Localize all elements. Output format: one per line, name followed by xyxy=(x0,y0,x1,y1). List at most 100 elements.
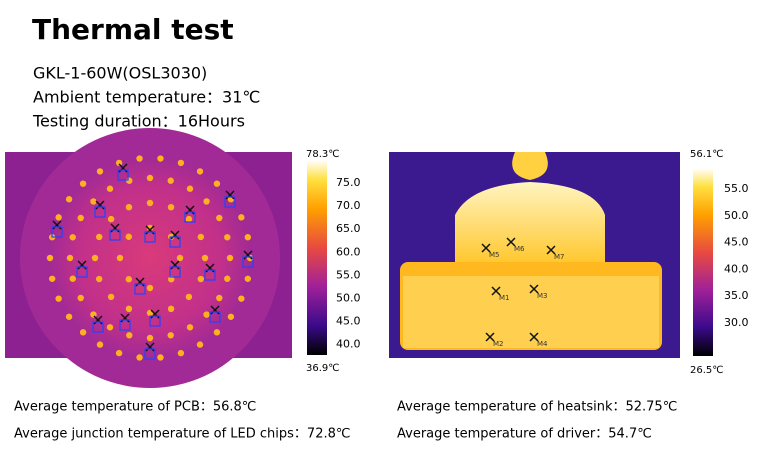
led-chip xyxy=(146,224,154,232)
led-chip xyxy=(48,275,56,282)
led-chip xyxy=(106,324,114,331)
led-chip xyxy=(157,155,164,162)
led-chip xyxy=(185,215,193,223)
marker-label: M1 xyxy=(499,294,510,302)
marker-cross xyxy=(506,237,516,247)
scale-tick-label: 65.0 xyxy=(336,222,361,235)
led-chip xyxy=(186,324,194,331)
marker-box xyxy=(149,315,161,327)
scale-max: 78.3℃ xyxy=(306,149,340,160)
led-chip xyxy=(79,329,87,336)
led-chip xyxy=(226,254,234,262)
led-chip xyxy=(216,294,223,302)
led-chip xyxy=(224,234,231,241)
marker-label: M3 xyxy=(537,292,548,300)
caption: Average temperature of heatsink：52.75℃ xyxy=(397,400,677,415)
led-chip xyxy=(197,275,205,283)
scale-tick-label: 30.0 xyxy=(724,316,749,329)
scale-tick-label: 55.0 xyxy=(724,182,749,195)
marker-cross xyxy=(77,260,87,270)
marker-cross xyxy=(529,284,539,294)
led-chip xyxy=(126,332,133,339)
led-chip xyxy=(115,349,123,357)
marker-box xyxy=(92,321,104,333)
marker-cross xyxy=(170,260,180,270)
marker-box xyxy=(134,283,146,295)
led-chip xyxy=(65,313,73,320)
led-chip xyxy=(213,180,221,187)
marker-box xyxy=(169,236,181,248)
led-chip xyxy=(238,214,245,221)
scale-tick-label: 45.0 xyxy=(724,236,749,249)
marker-cross xyxy=(491,286,501,296)
marker-cross xyxy=(185,205,195,215)
led-chip xyxy=(167,177,174,184)
caption: Average temperature of PCB：56.8℃ xyxy=(14,400,256,415)
led-chip xyxy=(77,294,84,302)
marker-box xyxy=(144,231,156,243)
led-chip xyxy=(201,254,209,262)
marker-cross xyxy=(110,223,120,233)
led-chip xyxy=(244,275,252,282)
led-chip xyxy=(136,354,143,361)
marker-box xyxy=(51,226,63,238)
marker-cross xyxy=(135,277,145,287)
marker-cross xyxy=(529,332,539,342)
marker-cross xyxy=(145,342,155,352)
led-chip xyxy=(69,275,76,282)
led-chip xyxy=(213,329,221,336)
led-chip xyxy=(125,276,132,283)
scale-min: 36.9℃ xyxy=(306,363,340,374)
marker-box xyxy=(169,266,181,278)
scale-tick-label: 45.0 xyxy=(336,315,361,328)
marker-cross xyxy=(120,313,130,323)
led-chip xyxy=(146,174,154,182)
led-chip xyxy=(55,295,62,302)
marker-label: M6 xyxy=(514,245,525,253)
led-chip xyxy=(95,233,103,241)
marker-cross xyxy=(145,225,155,235)
led-chip xyxy=(186,185,194,192)
led-chip xyxy=(227,313,235,320)
led-chip xyxy=(107,293,115,301)
led-chip xyxy=(146,284,154,292)
marker-box xyxy=(144,348,156,360)
marker-cross xyxy=(150,309,160,319)
marker-label: M5 xyxy=(489,251,500,259)
marker-box xyxy=(76,266,88,278)
marker-cross xyxy=(93,315,103,325)
led-chip xyxy=(196,341,204,348)
led-chip xyxy=(136,155,143,162)
led-chip xyxy=(185,293,193,301)
marker-box xyxy=(117,169,129,181)
led-chip xyxy=(216,214,223,222)
led-chip xyxy=(116,254,124,262)
marker-cross xyxy=(243,250,253,260)
led-chip xyxy=(126,177,133,184)
info-line: Ambient temperature：31℃ xyxy=(33,88,260,107)
led-chip xyxy=(46,254,54,262)
scale-tick-label: 35.0 xyxy=(724,289,749,302)
scale-tick-label: 40.0 xyxy=(724,262,749,275)
scale-tick-label: 50.0 xyxy=(724,209,749,222)
marker-cross xyxy=(95,200,105,210)
marker-cross xyxy=(205,263,215,273)
scale-max: 56.1℃ xyxy=(690,149,724,160)
marker-cross xyxy=(210,305,220,315)
caption: Average junction temperature of LED chip… xyxy=(14,427,350,442)
marker-label: M2 xyxy=(493,340,504,348)
led-chip xyxy=(168,276,175,283)
led-chip xyxy=(125,233,132,240)
marker-cross xyxy=(225,190,235,200)
led-chip xyxy=(203,311,210,318)
led-chip xyxy=(65,196,73,203)
marker-cross xyxy=(52,220,62,230)
led-chip xyxy=(107,215,115,223)
led-chip xyxy=(244,234,252,241)
led-chip xyxy=(167,203,175,211)
title: Thermal test xyxy=(32,13,234,46)
scale-tick-label: 70.0 xyxy=(336,199,361,212)
led-chip xyxy=(125,203,133,211)
pcb-thermal-image xyxy=(5,128,292,388)
